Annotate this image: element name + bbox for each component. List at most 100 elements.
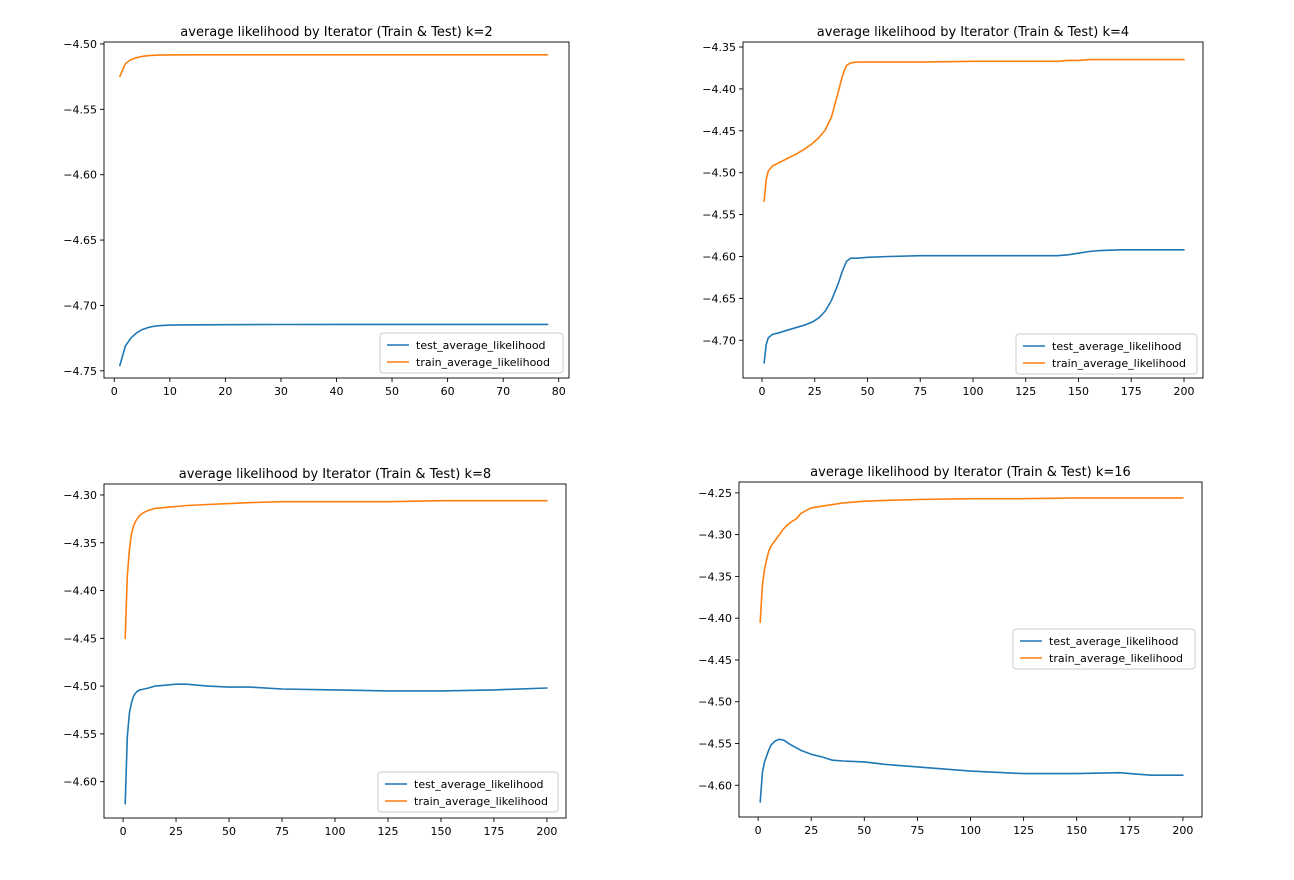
chart-title: average likelihood by Iterator (Train & … — [179, 467, 491, 482]
legend-label-train: train_average_likelihood — [414, 795, 548, 808]
legend-box — [379, 332, 564, 374]
axes-frame — [103, 41, 570, 379]
x-tick-label: 0 — [111, 385, 118, 398]
chart-title: average likelihood by Iterator (Train & … — [180, 25, 492, 40]
y-tick-label: −4.35 — [702, 41, 736, 54]
x-tick-label: 175 — [1121, 385, 1142, 398]
y-tick-label: −4.50 — [702, 167, 736, 180]
subplot-4: 0 25 50 75 100 125 150 175 200 −4.60 −4.55 −4.50 −4.… — [698, 465, 1203, 837]
y-tick-label: −4.55 — [63, 103, 97, 116]
y-tick-label: −4.35 — [63, 537, 97, 550]
y-tick-label: −4.60 — [698, 779, 732, 792]
chart-title: average likelihood by Iterator (Train & … — [817, 25, 1129, 40]
legend-label-test: test_average_likelihood — [414, 778, 544, 791]
x-tick-label: 0 — [755, 824, 762, 837]
legend-label-test: test_average_likelihood — [1052, 340, 1182, 353]
y-tick-label: −4.70 — [63, 299, 97, 312]
x-tick-label: 100 — [963, 385, 984, 398]
x-tick-label: 50 — [860, 385, 874, 398]
legend: test_average_likelihood train_average_lik… — [1015, 333, 1198, 375]
x-tick-label: 200 — [1172, 824, 1193, 837]
x-tick-label: 25 — [808, 385, 822, 398]
x-tick-label: 25 — [804, 824, 818, 837]
x-tick-label: 0 — [120, 825, 127, 838]
legend-box — [1012, 628, 1196, 670]
y-tick-label: −4.40 — [63, 585, 97, 598]
series-group — [119, 53, 549, 367]
x-tick-label: 200 — [536, 825, 557, 838]
y-tick-label: −4.75 — [63, 365, 97, 378]
series-line-test — [124, 683, 548, 805]
y-tick-label: −4.50 — [63, 680, 97, 693]
x-tick-label: 150 — [1066, 824, 1087, 837]
series-line-train — [124, 499, 548, 640]
y-tick-label: −4.40 — [702, 83, 736, 96]
x-tick-label: 125 — [1015, 385, 1036, 398]
x-tick-label: 75 — [910, 824, 924, 837]
x-tick-label: 40 — [330, 385, 344, 398]
series-group — [124, 499, 548, 805]
legend-label-train: train_average_likelihood — [416, 356, 550, 369]
axes-frame — [103, 483, 567, 819]
series-line-test — [119, 323, 549, 367]
x-tick-label: 175 — [1119, 824, 1140, 837]
y-tick-label: −4.35 — [698, 570, 732, 583]
x-tick-label: 80 — [552, 385, 566, 398]
series-line-train — [119, 53, 549, 78]
x-tick-label: 25 — [169, 825, 183, 838]
y-tick-label: −4.45 — [702, 125, 736, 138]
legend-label-test: test_average_likelihood — [1049, 635, 1179, 648]
x-tick-label: 100 — [325, 825, 346, 838]
y-tick-label: −4.60 — [63, 776, 97, 789]
subplot-3: 0 25 50 75 100 125 150 175 200 −4.60 −4.55 −4.50 −4.… — [63, 467, 567, 838]
legend-box — [377, 771, 559, 813]
y-tick-label: −4.65 — [63, 234, 97, 247]
x-tick-label: 70 — [496, 385, 510, 398]
x-tick-label: 100 — [960, 824, 981, 837]
series-line-train — [759, 497, 1184, 624]
series-group — [759, 497, 1184, 803]
x-tick-label: 10 — [163, 385, 177, 398]
series-line-test — [763, 249, 1185, 364]
x-tick-label: 60 — [441, 385, 455, 398]
series-line-train — [763, 58, 1185, 202]
x-tick-label: 200 — [1174, 385, 1195, 398]
x-tick-label: 75 — [913, 385, 927, 398]
subplot-1: 0 10 20 30 40 50 60 70 80 −4.75 −4.70 −4.65 −4.60 −4.… — [63, 25, 570, 398]
y-tick-label: −4.25 — [698, 487, 732, 500]
x-tick-label: 150 — [430, 825, 451, 838]
y-tick-label: −4.65 — [702, 292, 736, 305]
y-tick-label: −4.60 — [63, 169, 97, 182]
x-tick-label: 50 — [222, 825, 236, 838]
y-tick-label: −4.50 — [698, 696, 732, 709]
series-group — [763, 58, 1185, 364]
y-tick-label: −4.45 — [63, 632, 97, 645]
y-tick-label: −4.60 — [702, 251, 736, 264]
x-tick-label: 30 — [274, 385, 288, 398]
y-tick-label: −4.55 — [63, 728, 97, 741]
y-tick-label: −4.55 — [702, 209, 736, 222]
x-tick-label: 150 — [1068, 385, 1089, 398]
legend-label-train: train_average_likelihood — [1052, 357, 1186, 370]
series-line-test — [759, 738, 1184, 803]
x-tick-label: 0 — [758, 385, 765, 398]
x-tick-label: 125 — [1013, 824, 1034, 837]
legend: test_average_likelihood train_average_lik… — [1012, 628, 1196, 670]
y-tick-label: −4.50 — [63, 38, 97, 51]
legend-label-test: test_average_likelihood — [416, 339, 546, 352]
legend: test_average_likelihood train_average_lik… — [379, 332, 564, 374]
chart-title: average likelihood by Iterator (Train & … — [810, 465, 1131, 480]
legend-label-train: train_average_likelihood — [1049, 652, 1183, 665]
axes-frame — [742, 41, 1204, 379]
legend-box — [1015, 333, 1198, 375]
y-tick-label: −4.45 — [698, 654, 732, 667]
y-tick-label: −4.55 — [698, 737, 732, 750]
x-tick-label: 50 — [385, 385, 399, 398]
x-tick-label: 50 — [857, 824, 871, 837]
x-tick-label: 125 — [377, 825, 398, 838]
x-tick-label: 175 — [483, 825, 504, 838]
y-tick-label: −4.30 — [63, 489, 97, 502]
y-tick-label: −4.40 — [698, 612, 732, 625]
subplot-2: 0 25 50 75 100 125 150 175 200 −4.70 −4.65 −4.60 −4.… — [702, 25, 1204, 398]
